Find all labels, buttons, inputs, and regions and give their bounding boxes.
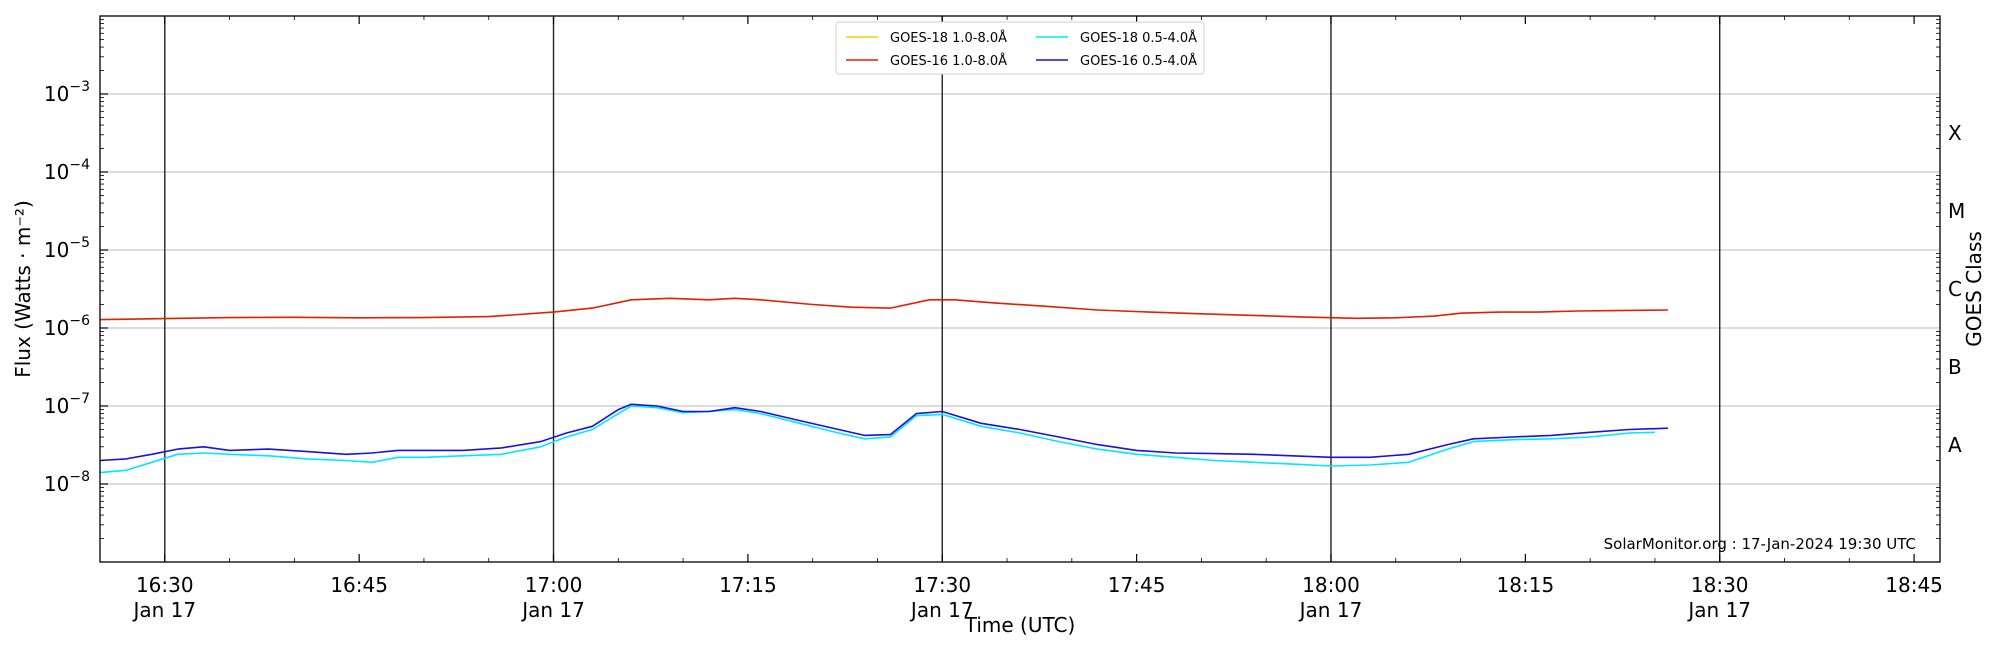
- x-axis-title: Time (UTC): [964, 613, 1076, 637]
- goes-class-label: X: [1948, 121, 1962, 145]
- y2-axis-title: GOES Class: [1962, 231, 1986, 347]
- legend-label: GOES-18 1.0-8.0Å: [890, 30, 1007, 46]
- y-tick-exponent: −5: [69, 235, 90, 251]
- series-layer: [99, 297, 1668, 474]
- x-tick-label: 17:15: [719, 573, 777, 597]
- x-tick-label: 18:30: [1691, 573, 1749, 597]
- x-tick-label: 18:15: [1497, 573, 1555, 597]
- x-tick-label: 16:45: [330, 573, 388, 597]
- series-line-1: [99, 297, 1668, 321]
- plot-frame: [99, 15, 1941, 563]
- series-line-2: [99, 405, 1655, 474]
- vertical-lines: [164, 16, 1721, 562]
- legend-label: GOES-16 1.0-8.0Å: [890, 53, 1007, 69]
- legend-items: GOES-18 1.0-8.0Å GOES-16 1.0-8.0Å GOES-18 …: [846, 30, 1197, 69]
- y-tick-label: 10−4: [44, 157, 90, 184]
- x-tick-date: Jan 17: [131, 598, 196, 622]
- y-tick-exponent: −8: [69, 469, 90, 485]
- series-line-3: [99, 403, 1668, 462]
- x-tick-label: 16:30: [136, 573, 194, 597]
- x-tick-date: Jan 17: [1298, 598, 1363, 622]
- y-tick-exponent: −3: [69, 79, 90, 95]
- watermark-annotation: SolarMonitor.org : 17-Jan-2024 19:30 UTC: [1604, 535, 1916, 553]
- y-tick-exponent: −4: [69, 157, 90, 173]
- y-axis-title: Flux (Watts · m⁻²): [11, 200, 35, 378]
- x-tick-date: Jan 17: [520, 598, 585, 622]
- goes-class-label: A: [1948, 433, 1962, 457]
- y-axis: 10−8 10−7 10−6 10−5 10−4 10−3: [44, 19, 1940, 539]
- y-tick-exponent: −7: [69, 391, 90, 407]
- y-tick-exponent: −6: [69, 313, 90, 329]
- x-tick-label: 17:30: [913, 573, 971, 597]
- grid-layer: [100, 93, 1940, 485]
- goes-class-label: C: [1948, 277, 1962, 301]
- legend: GOES-18 1.0-8.0Å GOES-16 1.0-8.0Å GOES-18 …: [835, 21, 1205, 75]
- legend-label: GOES-18 0.5-4.0Å: [1080, 30, 1197, 46]
- legend-label: GOES-16 0.5-4.0Å: [1080, 53, 1197, 69]
- x-tick-label: 17:00: [525, 573, 583, 597]
- plot-background: [100, 16, 1940, 562]
- y-tick-label: 10−7: [44, 391, 90, 418]
- x-tick-date: Jan 17: [909, 598, 974, 622]
- y-tick-label: 10−6: [44, 313, 90, 340]
- legend-box: [835, 21, 1205, 75]
- goes-class-label: M: [1948, 199, 1965, 223]
- x-tick-date: Jan 17: [1686, 598, 1751, 622]
- x-tick-label: 18:00: [1302, 573, 1360, 597]
- y-tick-label: 10−5: [44, 235, 90, 262]
- y-tick-label: 10−3: [44, 79, 90, 106]
- x-tick-label: 18:45: [1885, 573, 1943, 597]
- x-tick-label: 17:45: [1108, 573, 1166, 597]
- goes-class-label: B: [1948, 355, 1962, 379]
- y-tick-label: 10−8: [44, 469, 90, 496]
- goes-class-axis: A B C M X: [1948, 121, 1965, 457]
